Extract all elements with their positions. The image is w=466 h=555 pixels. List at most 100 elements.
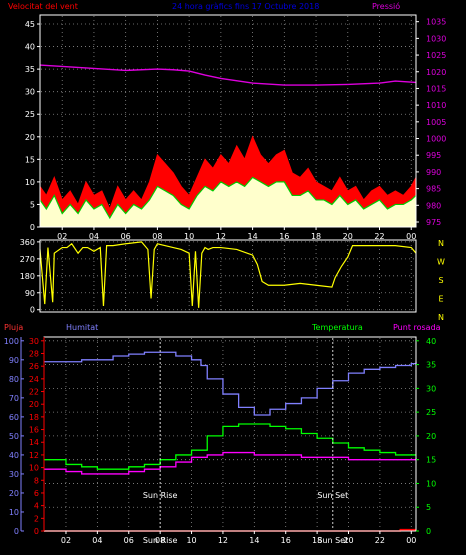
humidity-ytick-label: 60: [9, 413, 19, 422]
wind-xtick-label: 08: [152, 232, 162, 241]
climate-xtick-label: 08: [155, 536, 165, 545]
rain-ytick-label: 28: [29, 349, 39, 358]
direction-ytick-label: 90: [25, 289, 35, 298]
compass-label: W: [437, 258, 445, 267]
direction-ytick-label: 180: [20, 272, 35, 281]
temperature-ytick-label: 30: [426, 384, 436, 393]
rain-ytick-label: 24: [29, 375, 39, 384]
sun-axis-label: Sun Rise: [143, 536, 178, 545]
humidity-ytick-label: 100: [4, 337, 19, 346]
sun-axis-label: Sun Set: [317, 536, 348, 545]
compass-label: N: [438, 239, 444, 248]
temperature-ytick-label: 15: [426, 456, 436, 465]
wind-title: Velocitat del vent: [8, 2, 78, 11]
climate-xtick-label: 04: [92, 536, 102, 545]
wind-ytick-label: 15: [25, 155, 35, 164]
pressure-ytick-label: 1005: [426, 118, 446, 127]
climate-xtick-label: 02: [61, 536, 71, 545]
direction-panel-frame: [39, 239, 417, 313]
rain-label: Pluja: [4, 323, 23, 332]
pressure-ytick-label: 1015: [426, 84, 446, 93]
sun-marker-label: Sun Rise: [143, 491, 178, 500]
compass-label: S: [438, 276, 443, 285]
climate-xtick-label: 20: [343, 536, 353, 545]
wind-xtick-label: 20: [343, 232, 353, 241]
wind-xtick-label: 12: [216, 232, 226, 241]
direction-line: [39, 241, 417, 308]
climate-xtick-label: 16: [281, 536, 291, 545]
climate-xtick-label: 12: [218, 536, 228, 545]
wind-xtick-label: 10: [184, 232, 194, 241]
humidity-label: Humitat: [66, 323, 98, 332]
pressure-ytick-label: 990: [426, 168, 441, 177]
date-title: 24 hora gràfics fins 17 Octubre 2018: [172, 2, 319, 11]
wind-xtick-label: 00: [406, 232, 416, 241]
temperature-line: [44, 423, 416, 470]
wind-ytick-label: 5: [30, 200, 35, 209]
humidity-ytick-label: 50: [9, 432, 19, 441]
rain-ytick-label: 20: [29, 400, 39, 409]
temperature-label: Temperatura: [311, 323, 363, 332]
wind-ytick-label: 25: [25, 110, 35, 119]
climate-xtick-label: 18: [312, 536, 322, 545]
temperature-ytick-label: 35: [426, 361, 436, 370]
rain-ytick-label: 26: [29, 362, 39, 371]
wind-ytick-label: 35: [25, 65, 35, 74]
compass-label: N: [438, 313, 444, 322]
wind-ytick-label: 0: [30, 223, 35, 232]
dew-point-line: [44, 451, 417, 475]
wind-ytick-label: 10: [25, 178, 35, 187]
wind-xtick-label: 14: [247, 232, 257, 241]
rain-ytick-label: 0: [34, 527, 39, 536]
humidity-ytick-label: 0: [14, 527, 19, 536]
climate-panel-frame: [43, 336, 417, 532]
climate-xtick-label: 22: [375, 536, 385, 545]
temperature-ytick-label: 5: [426, 503, 431, 512]
rain-ytick-label: 22: [29, 388, 39, 397]
wind-xtick-label: 22: [374, 232, 384, 241]
sun-marker-label: Sun Set: [317, 491, 348, 500]
wind-panel-frame: [39, 14, 417, 228]
wind-ytick-label: 45: [25, 20, 35, 29]
rain-ytick-label: 8: [34, 476, 39, 485]
humidity-ytick-label: 90: [9, 356, 19, 365]
climate-xtick-label: 00: [406, 536, 416, 545]
rain-ytick-label: 12: [29, 451, 39, 460]
rain-ytick-label: 16: [29, 426, 39, 435]
pressure-ytick-label: 1030: [426, 34, 446, 43]
pressure-ytick-label: 1010: [426, 101, 446, 110]
pressure-ytick-label: 1035: [426, 18, 446, 27]
pressure-ytick-label: 1000: [426, 135, 446, 144]
wind-ytick-label: 30: [25, 88, 35, 97]
wind-ytick-label: 40: [25, 43, 35, 52]
temperature-ytick-label: 40: [426, 337, 436, 346]
wind-average-line: [39, 176, 417, 220]
pressure-ytick-label: 985: [426, 185, 441, 194]
pressure-ytick-label: 975: [426, 218, 441, 227]
climate-xtick-label: 14: [249, 536, 259, 545]
temperature-ytick-label: 20: [426, 432, 436, 441]
pressure-title: Pressió: [372, 1, 400, 11]
wind-xtick-label: 02: [57, 232, 67, 241]
humidity-ytick-label: 70: [9, 394, 19, 403]
rain-ytick-label: 30: [29, 337, 39, 346]
humidity-ytick-label: 20: [9, 489, 19, 498]
humidity-ytick-label: 10: [9, 508, 19, 517]
direction-ytick-label: 0: [30, 306, 35, 315]
rain-ytick-label: 4: [34, 502, 39, 511]
rain-ytick-label: 2: [34, 514, 39, 523]
wind-xtick-label: 16: [279, 232, 289, 241]
pressure-ytick-label: 995: [426, 151, 441, 160]
temperature-ytick-label: 0: [426, 527, 431, 536]
rain-ytick-label: 18: [29, 413, 39, 422]
compass-label: E: [438, 295, 443, 304]
pressure-ytick-label: 980: [426, 201, 441, 210]
humidity-ytick-label: 40: [9, 451, 19, 460]
temperature-ytick-label: 10: [426, 479, 436, 488]
dew-point-label: Punt rosada: [393, 323, 441, 332]
pressure-line: [39, 64, 417, 86]
humidity-ytick-label: 30: [9, 470, 19, 479]
climate-xtick-label: 10: [186, 536, 196, 545]
wind-average-area: [40, 177, 416, 227]
